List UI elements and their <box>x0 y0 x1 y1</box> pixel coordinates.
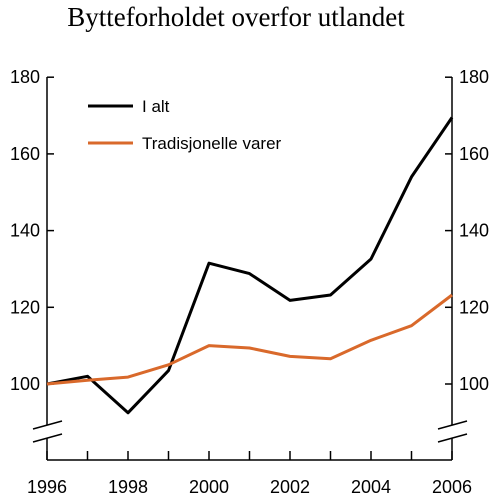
ticks: 100 100 120 120 140 140 160 160 180 180 1996 1998 20… <box>10 67 489 497</box>
chart-title: Bytteforholdet overfor utlandet <box>67 2 405 32</box>
axis-break-right <box>437 420 468 443</box>
x-tick-label-1998: 1998 <box>108 477 148 497</box>
x-tick-label-2002: 2002 <box>270 477 310 497</box>
series-line-i-alt <box>46 116 454 415</box>
y-tick-label-left-160: 160 <box>10 144 40 164</box>
y-tick-label-left-100: 100 <box>10 374 40 394</box>
y-tick-label-left-180: 180 <box>10 67 40 87</box>
legend-item-i-alt: I alt <box>88 97 170 116</box>
legend: I alt Tradisjonelle varer <box>88 97 282 153</box>
y-tick-label-right-100: 100 <box>459 374 489 394</box>
legend-label-i-alt: I alt <box>142 97 170 116</box>
x-tick-label-2006: 2006 <box>432 477 472 497</box>
x-tick-label-2004: 2004 <box>351 477 391 497</box>
y-tick-label-left-120: 120 <box>10 297 40 317</box>
x-tick-label-1996: 1996 <box>27 477 67 497</box>
y-tick-label-right-120: 120 <box>459 297 489 317</box>
y-tick-label-right-140: 140 <box>459 221 489 241</box>
series-group <box>46 116 454 415</box>
series-line-tradisjonelle-varer <box>46 293 453 386</box>
y-tick-label-right-180: 180 <box>459 67 489 87</box>
y-tick-label-right-160: 160 <box>459 144 489 164</box>
axis-break-left <box>32 420 63 443</box>
x-tick-label-2000: 2000 <box>189 477 229 497</box>
legend-item-tradisjonelle-varer: Tradisjonelle varer <box>88 134 282 153</box>
y-tick-label-left-140: 140 <box>10 221 40 241</box>
legend-label-tradisjonelle-varer: Tradisjonelle varer <box>142 134 282 153</box>
